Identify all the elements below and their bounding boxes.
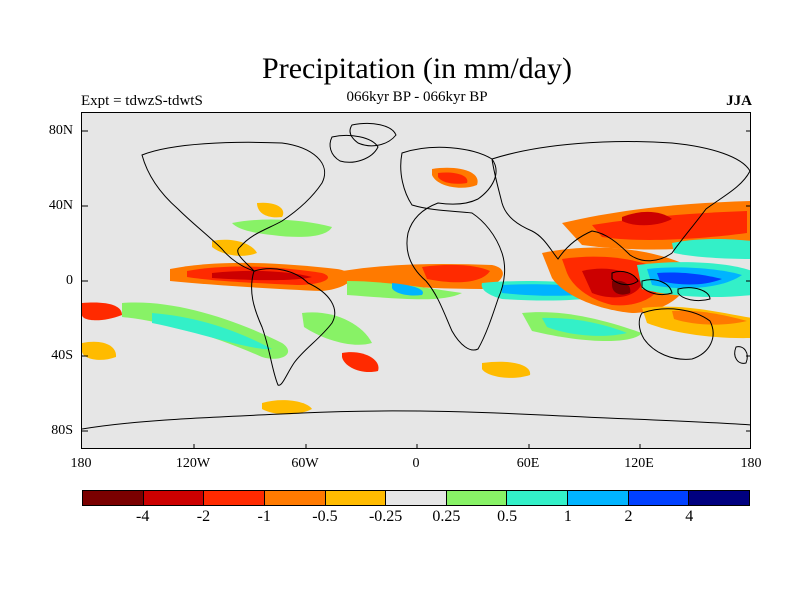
lat-label: 40S	[51, 348, 73, 363]
colorbar-label: 1	[563, 508, 572, 525]
map-subtitle: 066kyr BP - 066kyr BP	[346, 89, 488, 105]
colorbar-label: 4	[685, 508, 694, 525]
precip-anomaly-fields	[82, 167, 750, 415]
season-label: JJA	[726, 93, 752, 109]
colorbar	[82, 490, 750, 506]
lat-label: 40N	[48, 198, 73, 213]
map-title: Precipitation (in mm/day)	[262, 52, 572, 85]
lon-label: 180	[740, 456, 762, 471]
lon-label: 60E	[516, 456, 540, 471]
colorbar-box	[507, 491, 569, 505]
colorbar-label: 0.5	[497, 508, 518, 525]
colorbar-box	[83, 491, 144, 505]
lat-label: 0	[66, 273, 73, 288]
lat-label: 80S	[51, 423, 73, 438]
lon-label: 60W	[291, 456, 319, 471]
map-canvas	[82, 122, 750, 448]
lon-label: 180	[70, 456, 92, 471]
colorbar-label: 0.25	[432, 508, 461, 525]
colorbar-box	[568, 491, 629, 505]
colorbar-label: -0.5	[312, 508, 338, 525]
colorbar-box	[628, 491, 690, 505]
coastlines	[82, 122, 750, 430]
map-tick-marks	[82, 130, 750, 448]
lon-label: 120W	[175, 456, 211, 471]
colorbar-box	[264, 491, 326, 505]
colorbar-label: 2	[624, 508, 633, 525]
colorbar-box	[204, 491, 265, 505]
colorbar-box	[143, 491, 205, 505]
lon-label: 120E	[624, 456, 654, 471]
lon-label: 0	[412, 456, 420, 471]
colorbar-label: -4	[136, 508, 150, 525]
colorbar-box	[689, 491, 750, 505]
colorbar-box	[386, 491, 447, 505]
precipitation-map	[81, 112, 751, 449]
colorbar-box	[446, 491, 508, 505]
lat-label: 80N	[48, 123, 73, 138]
experiment-label: Expt = tdwzS-tdwtS	[81, 93, 203, 109]
colorbar-label: -1	[257, 508, 271, 525]
colorbar-label: -0.25	[368, 508, 403, 525]
colorbar-label: -2	[196, 508, 211, 525]
colorbar-box	[325, 491, 387, 505]
